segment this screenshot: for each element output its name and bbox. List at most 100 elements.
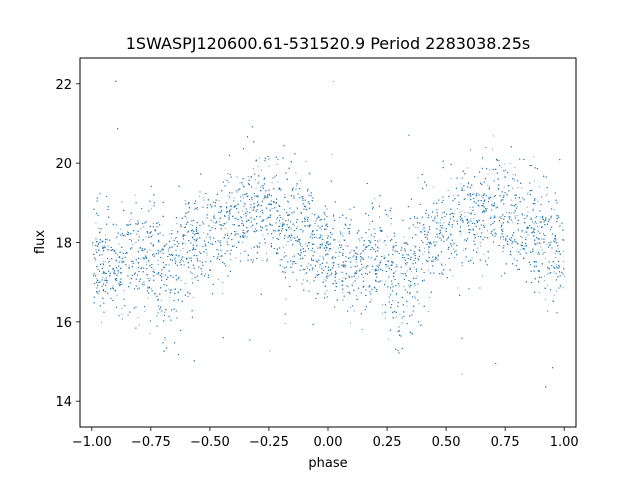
data-point bbox=[109, 249, 111, 251]
data-point bbox=[184, 283, 186, 285]
data-point bbox=[137, 263, 139, 265]
data-point bbox=[385, 266, 387, 268]
data-point bbox=[322, 235, 324, 237]
data-point bbox=[512, 221, 514, 223]
data-point bbox=[526, 215, 528, 216]
data-point bbox=[332, 258, 334, 260]
data-point bbox=[210, 207, 212, 209]
data-point bbox=[538, 186, 540, 188]
data-point bbox=[554, 209, 556, 211]
data-point bbox=[285, 244, 287, 246]
data-point bbox=[200, 274, 202, 275]
data-point bbox=[361, 269, 363, 271]
data-point bbox=[308, 263, 310, 265]
data-point bbox=[147, 297, 149, 299]
data-point bbox=[424, 251, 426, 253]
data-point bbox=[103, 245, 105, 247]
data-point bbox=[206, 254, 208, 256]
data-point bbox=[306, 209, 308, 211]
data-point bbox=[471, 212, 473, 214]
data-point bbox=[556, 290, 557, 292]
data-point bbox=[180, 250, 182, 252]
data-point bbox=[455, 249, 457, 251]
data-point bbox=[506, 212, 507, 214]
data-point bbox=[205, 236, 207, 238]
data-point bbox=[258, 181, 260, 183]
data-point bbox=[138, 324, 140, 326]
data-point bbox=[191, 278, 193, 280]
data-point bbox=[533, 180, 535, 182]
data-point bbox=[232, 224, 234, 226]
data-point bbox=[415, 226, 417, 228]
data-point bbox=[300, 211, 302, 213]
data-point bbox=[149, 278, 151, 280]
data-point bbox=[329, 237, 331, 238]
data-point bbox=[403, 286, 405, 288]
data-point bbox=[338, 240, 340, 242]
data-point bbox=[476, 192, 478, 194]
data-point bbox=[205, 273, 206, 275]
data-point bbox=[180, 280, 182, 282]
data-point bbox=[452, 199, 454, 201]
data-point bbox=[292, 187, 294, 189]
data-point bbox=[241, 184, 243, 186]
data-point bbox=[326, 275, 328, 276]
data-point bbox=[233, 224, 235, 226]
data-point bbox=[121, 267, 123, 269]
data-point bbox=[338, 255, 340, 257]
data-point bbox=[162, 248, 164, 249]
data-point bbox=[514, 167, 516, 169]
data-point bbox=[148, 232, 150, 234]
data-point bbox=[315, 274, 317, 276]
data-point bbox=[196, 208, 198, 210]
data-point bbox=[169, 296, 171, 298]
data-point bbox=[433, 259, 435, 261]
data-point bbox=[504, 175, 506, 177]
data-point bbox=[151, 287, 153, 289]
data-point bbox=[271, 208, 273, 209]
data-point bbox=[266, 194, 268, 196]
data-point bbox=[562, 261, 564, 262]
data-point bbox=[395, 270, 397, 272]
data-point bbox=[544, 280, 546, 282]
data-point bbox=[450, 178, 452, 180]
data-point bbox=[228, 216, 230, 218]
data-point bbox=[276, 218, 277, 220]
data-point bbox=[400, 273, 402, 275]
data-point bbox=[265, 218, 267, 220]
data-point bbox=[343, 227, 345, 229]
data-point bbox=[355, 295, 357, 297]
data-point bbox=[370, 299, 372, 300]
data-point bbox=[468, 181, 469, 183]
data-point bbox=[369, 223, 371, 225]
data-point bbox=[284, 193, 286, 195]
data-point bbox=[340, 271, 342, 273]
data-point bbox=[361, 328, 363, 330]
data-point bbox=[174, 258, 176, 260]
data-point bbox=[441, 265, 443, 267]
data-point bbox=[116, 294, 118, 296]
data-point bbox=[476, 233, 478, 235]
data-point bbox=[388, 296, 390, 298]
data-point bbox=[389, 297, 391, 299]
data-point bbox=[242, 241, 243, 243]
data-point bbox=[519, 249, 521, 251]
data-point bbox=[193, 273, 195, 275]
data-point bbox=[260, 169, 262, 171]
data-point bbox=[445, 264, 446, 266]
data-point bbox=[284, 323, 286, 324]
data-point bbox=[303, 279, 304, 281]
data-point bbox=[536, 223, 538, 225]
data-point bbox=[459, 231, 461, 233]
data-point bbox=[246, 213, 248, 215]
data-point bbox=[225, 228, 227, 230]
data-point bbox=[516, 250, 518, 252]
data-point bbox=[203, 232, 205, 234]
data-point bbox=[471, 257, 473, 259]
data-point bbox=[96, 291, 98, 293]
data-point bbox=[386, 236, 388, 238]
data-point bbox=[512, 187, 514, 189]
data-point bbox=[279, 225, 281, 227]
data-point bbox=[325, 246, 327, 248]
data-point bbox=[140, 228, 142, 230]
